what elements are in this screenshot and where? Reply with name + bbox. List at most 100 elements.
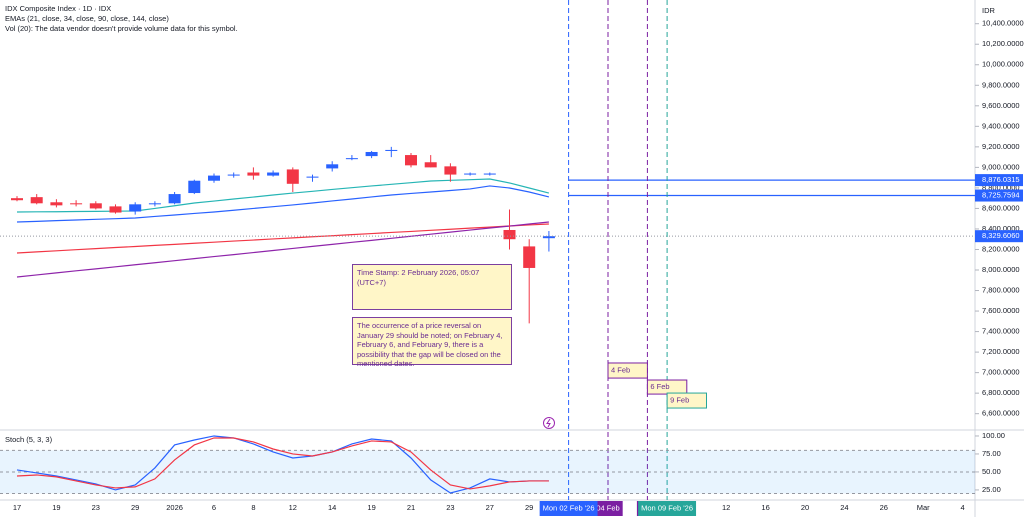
candle-body <box>208 175 220 181</box>
analysis-note: The occurrence of a price reversal on Ja… <box>352 317 512 368</box>
y-tick-label: 9,000.0000 <box>982 162 1020 171</box>
candle-body <box>70 203 83 205</box>
candle-body <box>148 203 161 205</box>
candle-body <box>542 236 555 239</box>
x-tick-label: 27 <box>486 503 494 512</box>
price-tag-label: 8,876.0315 <box>982 175 1020 184</box>
candle-body <box>89 203 102 209</box>
date-box-label: 4 Feb <box>611 366 630 375</box>
event-icon-bolt <box>546 418 551 428</box>
candle-body <box>267 172 280 176</box>
volume-note: Vol (20): The data vendor doesn't provid… <box>5 24 238 33</box>
y-tick-label: 8,200.0000 <box>982 244 1020 253</box>
y-tick-label: 100.00 <box>982 431 1005 440</box>
candle-body <box>11 198 23 201</box>
y-tick-label: 9,400.0000 <box>982 121 1020 130</box>
x-highlight <box>638 501 697 516</box>
y-tick-label: 8,800.0000 <box>982 183 1020 192</box>
y-tick-label: 9,600.0000 <box>982 101 1020 110</box>
x-highlight <box>593 501 623 516</box>
candle-body <box>464 173 477 175</box>
price-tag <box>975 189 1023 202</box>
indicator-line <box>16 221 549 278</box>
date-box-label: 6 Feb <box>650 382 669 391</box>
y-tick-label: 8,000.0000 <box>982 265 1020 274</box>
indicator-line <box>16 437 549 490</box>
y-tick-label: 7,000.0000 <box>982 368 1020 377</box>
x-tick-label: 17 <box>13 503 21 512</box>
candle-body <box>326 164 339 169</box>
candle-body <box>227 174 240 176</box>
x-tick-label: 16 <box>761 503 769 512</box>
indicator-line <box>16 223 549 254</box>
x-tick-label: 8 <box>251 503 255 512</box>
currency-label: IDR <box>982 6 996 15</box>
candle-body <box>286 169 299 184</box>
x-highlight-label: Mon 02 Feb '26 <box>543 503 595 512</box>
candle-body <box>405 155 417 166</box>
date-box-label: 9 Feb <box>670 396 689 405</box>
price-tag <box>975 230 1023 243</box>
candle-body <box>306 176 319 178</box>
x-tick-label: 19 <box>367 503 375 512</box>
y-tick-label: 7,200.0000 <box>982 347 1020 356</box>
y-tick-label: 10,000.0000 <box>982 60 1024 69</box>
x-tick-label: 29 <box>131 503 139 512</box>
y-tick-label: 7,400.0000 <box>982 327 1020 336</box>
price-tag-label: 8,329.6060 <box>982 231 1020 240</box>
x-tick-label: 29 <box>525 503 533 512</box>
y-tick-label: 9,800.0000 <box>982 80 1020 89</box>
candle-body <box>483 173 496 175</box>
candle-body <box>168 194 181 204</box>
x-highlight <box>539 501 598 516</box>
candle-body <box>188 180 201 194</box>
indicator-line <box>16 185 550 223</box>
y-tick-label: 75.00 <box>982 449 1001 458</box>
x-highlight-label: Mon 09 Feb '26 <box>641 503 693 512</box>
x-tick-label: 6 <box>212 503 216 512</box>
x-tick-label: 2026 <box>166 503 183 512</box>
date-box <box>666 392 707 409</box>
stoch-title: Stoch (5, 3, 3) <box>5 435 53 444</box>
x-tick-label: 12 <box>722 503 730 512</box>
x-tick-label: 21 <box>407 503 415 512</box>
date-box <box>607 362 648 379</box>
candle-body <box>523 246 536 268</box>
price-tag-label: 8,725.7594 <box>982 191 1020 200</box>
x-tick-label: 26 <box>880 503 888 512</box>
candle-body <box>424 162 437 168</box>
candle-body <box>444 166 457 175</box>
x-tick-label: 20 <box>801 503 809 512</box>
candle-body <box>247 172 260 176</box>
y-tick-label: 25.00 <box>982 485 1001 494</box>
x-tick-label: 4 <box>961 503 965 512</box>
candle-body <box>503 229 516 240</box>
x-tick-label: 12 <box>289 503 297 512</box>
x-tick-label: Mar <box>917 503 930 512</box>
candle-body <box>345 158 358 160</box>
x-highlight-label: 04 Feb <box>596 503 619 512</box>
y-tick-label: 9,200.0000 <box>982 142 1020 151</box>
x-tick-label: 23 <box>92 503 100 512</box>
timestamp-note: Time Stamp: 2 February 2026, 05:07 (UTC+… <box>352 264 512 310</box>
y-tick-label: 10,200.0000 <box>982 39 1024 48</box>
price-tag <box>975 174 1023 187</box>
y-tick-label: 7,600.0000 <box>982 306 1020 315</box>
subtitle: EMAs (21, close, 34, close, 90, close, 1… <box>5 14 169 23</box>
candle-body <box>365 151 378 157</box>
candle-body <box>109 206 122 213</box>
x-tick-label: 14 <box>328 503 336 512</box>
x-tick-label: 24 <box>840 503 848 512</box>
y-tick-label: 8,400.0000 <box>982 224 1020 233</box>
candle-body <box>50 202 63 206</box>
y-tick-label: 7,800.0000 <box>982 286 1020 295</box>
candle-body <box>30 197 43 204</box>
title: IDX Composite Index · 1D · IDX <box>5 4 112 13</box>
x-tick-label: 23 <box>446 503 454 512</box>
candle-body <box>129 204 142 212</box>
y-tick-label: 10,400.0000 <box>982 19 1024 28</box>
y-tick-label: 8,600.0000 <box>982 203 1020 212</box>
